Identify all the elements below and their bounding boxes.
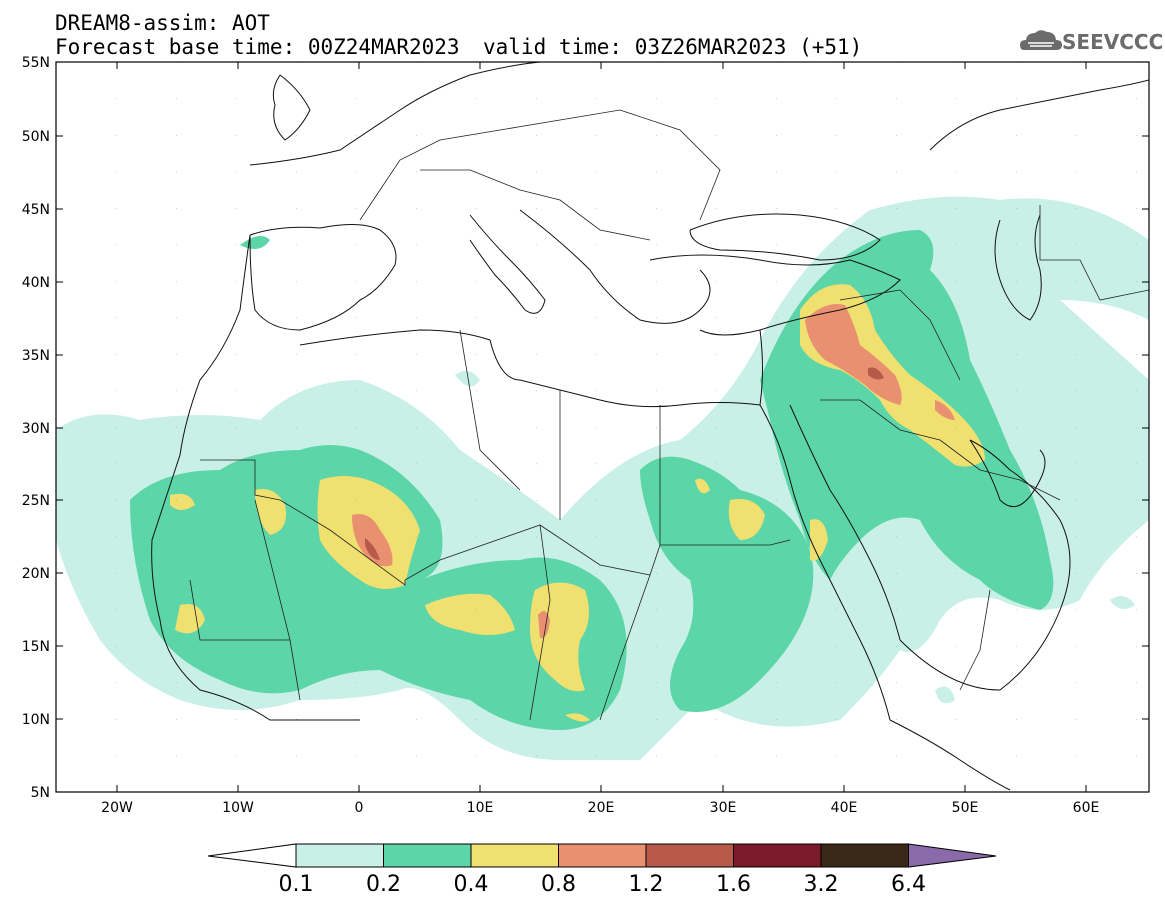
colorbar-swatch [558, 843, 647, 868]
colorbar-swatch [383, 843, 472, 868]
country-borders [189, 109, 1149, 721]
cloud-icon [1020, 30, 1062, 50]
colorbar-label: 0.2 [366, 872, 401, 897]
colorbar-label: 6.4 [891, 872, 926, 897]
colorbar-swatch [295, 843, 384, 868]
lat-label: 55N [22, 55, 50, 71]
lon-label: 30E [710, 800, 737, 816]
lat-label: 5N [31, 785, 50, 801]
axis-ticks [56, 61, 1149, 793]
map-frame [55, 61, 1150, 793]
seevccc-logo: SEEVCCC [1062, 30, 1164, 54]
lon-label: 50E [952, 800, 979, 816]
colorbar-label: 3.2 [803, 872, 839, 897]
lat-label: 35N [22, 348, 50, 364]
colorbar [207, 843, 997, 868]
colorbar-arrow-high [908, 843, 997, 868]
lat-label: 25N [22, 493, 50, 509]
forecast-base-time: Forecast base time: 00Z24MAR2023 [55, 35, 460, 59]
colorbar-swatch [733, 843, 822, 868]
lat-label: 50N [22, 129, 50, 145]
lat-label: 15N [22, 639, 50, 655]
lon-label: 40E [831, 800, 858, 816]
colorbar-swatch [470, 843, 559, 868]
lon-label: 20E [588, 800, 615, 816]
lat-label: 45N [22, 202, 50, 218]
lon-label: 10W [222, 800, 254, 816]
colorbar-label: 0.4 [453, 872, 489, 897]
lon-label: 0 [355, 800, 364, 816]
colorbar-arrow-low [207, 843, 297, 868]
colorbar-swatch [645, 843, 734, 868]
colorbar-swatch [820, 843, 909, 868]
colorbar-label: 1.6 [716, 872, 751, 897]
valid-time: valid time: 03Z26MAR2023 (+51) [483, 35, 863, 59]
lat-label: 30N [22, 421, 50, 437]
lat-label: 20N [22, 566, 50, 582]
colorbar-label: 1.2 [628, 872, 664, 897]
aot-field [56, 62, 1149, 792]
lat-label: 40N [22, 275, 50, 291]
map-title: DREAM8-assim: AOT [55, 11, 270, 35]
lon-label: 60E [1073, 800, 1100, 816]
lon-label: 10E [467, 800, 494, 816]
lat-label: 10N [22, 712, 50, 728]
colorbar-label: 0.8 [541, 872, 576, 897]
lon-label: 20W [101, 800, 133, 816]
coastlines [151, 62, 1149, 791]
colorbar-label: 0.1 [278, 872, 314, 897]
